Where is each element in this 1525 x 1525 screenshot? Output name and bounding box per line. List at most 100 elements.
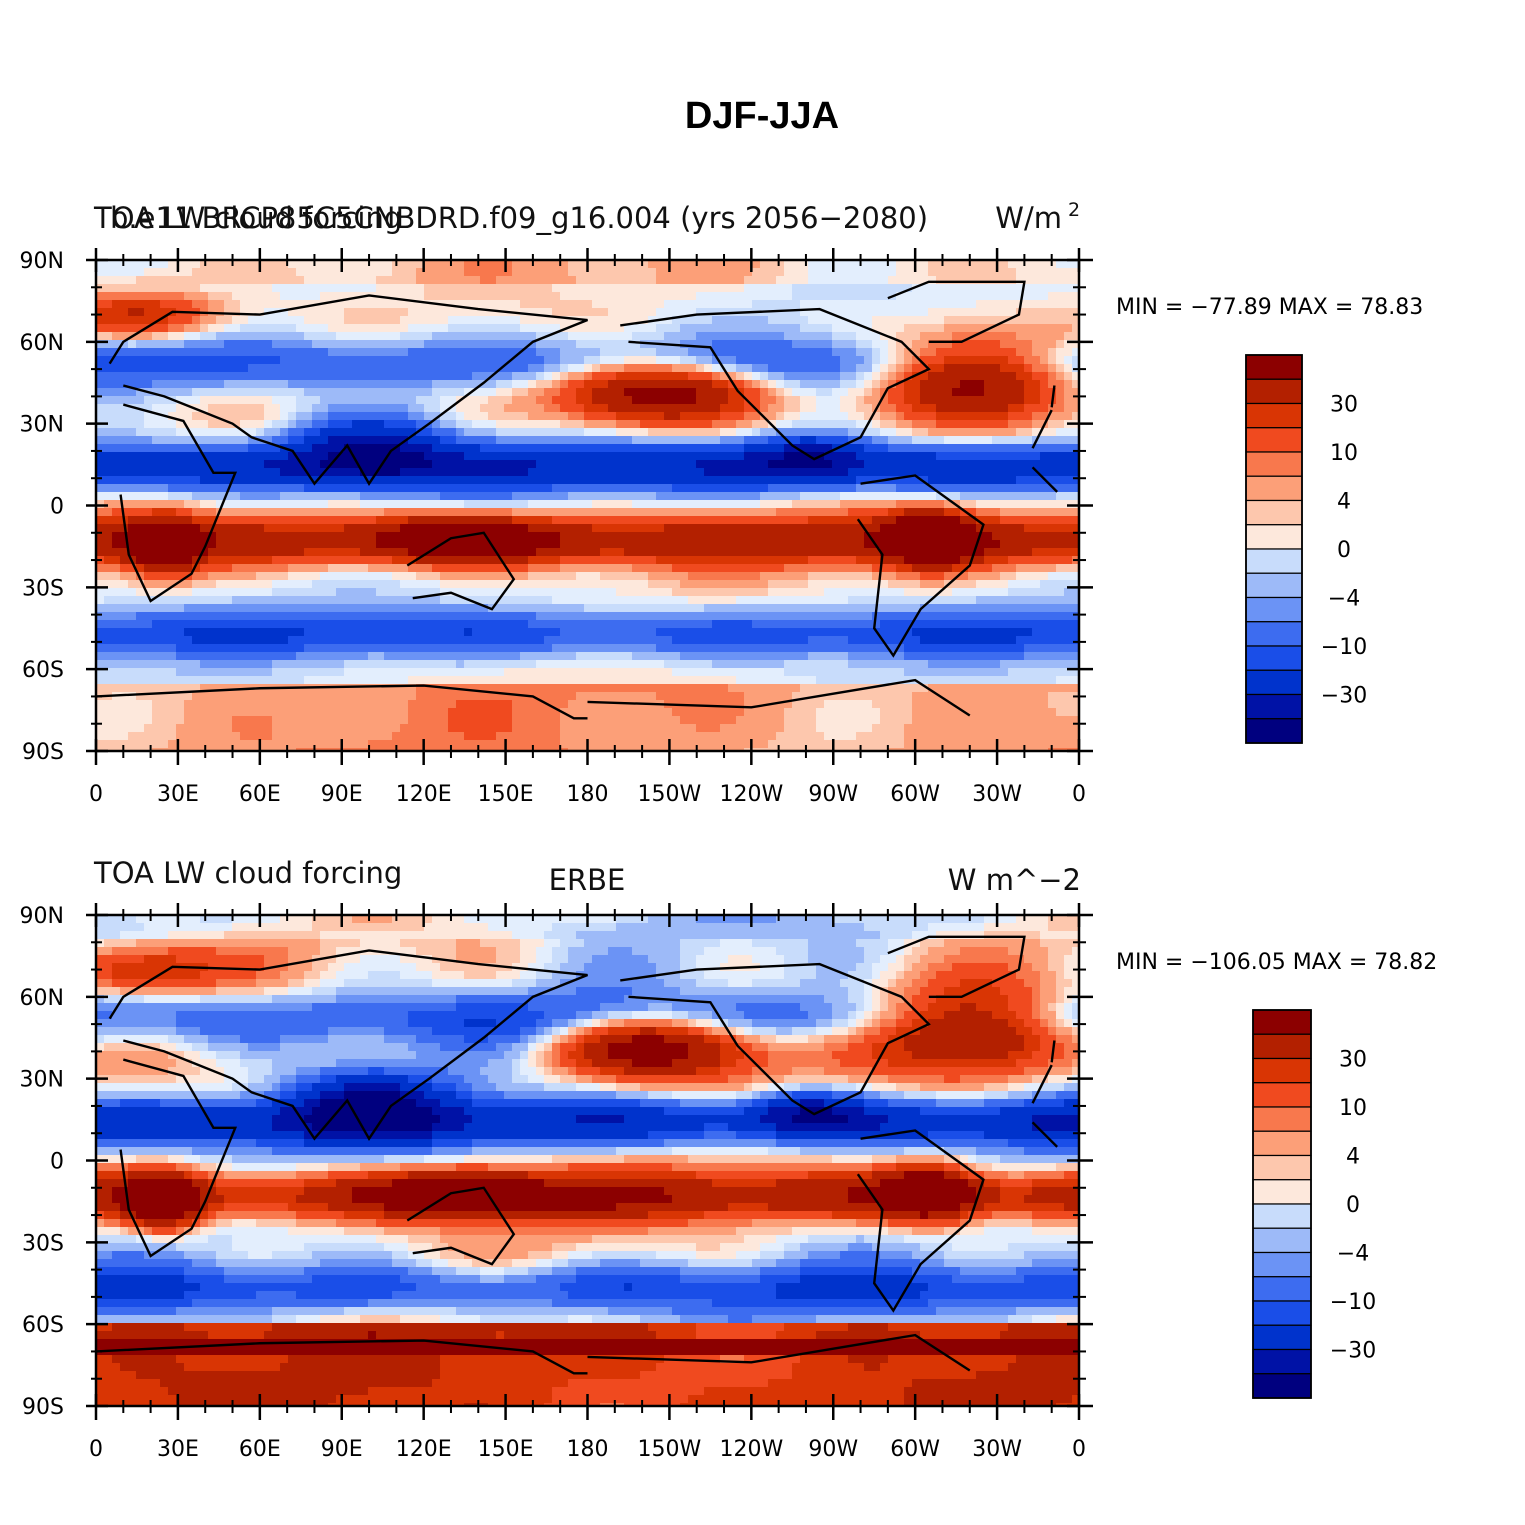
field-cell — [304, 500, 313, 509]
field-cell — [512, 340, 521, 349]
field-cell — [160, 348, 169, 357]
field-cell — [336, 500, 345, 509]
field-cell — [792, 428, 801, 437]
field-cell — [616, 476, 625, 485]
panel-model: TOA LW cloud forcing b.e11.BRCP85C5CNBDR… — [20, 199, 1424, 807]
field-cell — [1072, 348, 1079, 357]
field-cell — [952, 428, 961, 437]
field-cell — [1024, 396, 1033, 405]
field-cell — [608, 332, 617, 341]
field-cell — [424, 340, 433, 349]
field-cell — [136, 332, 145, 341]
field-cell — [1040, 548, 1049, 557]
field-cell — [616, 428, 625, 437]
field-cell — [984, 428, 993, 437]
field-cell — [600, 396, 609, 405]
field-cell — [808, 300, 817, 309]
field-cell — [168, 452, 177, 461]
field-cell — [224, 580, 233, 589]
field-cell — [648, 516, 657, 525]
field-cell — [480, 428, 489, 437]
field-cell — [816, 468, 825, 477]
field-cell — [720, 468, 729, 477]
field-cell — [792, 572, 801, 581]
field-cell — [288, 404, 297, 413]
field-cell — [1064, 372, 1073, 381]
field-cell — [616, 548, 625, 557]
field-cell — [440, 460, 449, 469]
field-cell — [1032, 556, 1041, 565]
field-cell — [144, 436, 153, 445]
field-cell — [968, 508, 977, 517]
field-cell — [1024, 276, 1033, 285]
field-cell — [480, 324, 489, 333]
field-cell — [800, 308, 809, 317]
field-cell — [656, 260, 665, 269]
field-cell — [688, 364, 697, 373]
field-cell — [344, 292, 353, 301]
field-cell — [744, 284, 753, 293]
field-cell — [176, 404, 185, 413]
field-cell — [376, 268, 385, 277]
field-cell — [528, 556, 537, 565]
field-cell — [640, 548, 649, 557]
field-cell — [488, 292, 497, 301]
field-cell — [1040, 524, 1049, 533]
field-cell — [128, 316, 137, 325]
field-cell — [1000, 308, 1009, 317]
field-cell — [968, 468, 977, 477]
field-cell — [856, 556, 865, 565]
field-cell — [632, 324, 641, 333]
field-cell — [320, 284, 329, 293]
field-cell — [208, 508, 217, 517]
field-cell — [800, 332, 809, 341]
field-cell — [568, 524, 577, 533]
field-cell — [776, 292, 785, 301]
field-cell — [768, 260, 777, 269]
field-cell — [392, 292, 401, 301]
field-cell — [992, 340, 1001, 349]
field-cell — [952, 460, 961, 469]
field-cell — [632, 556, 641, 565]
field-cell — [240, 412, 249, 421]
field-cell — [496, 260, 505, 269]
field-cell — [600, 348, 609, 357]
field-cell — [152, 484, 161, 493]
field-cell — [312, 460, 321, 469]
field-cell — [104, 412, 113, 421]
field-cell — [240, 324, 249, 333]
field-cell — [344, 500, 353, 509]
field-cell — [720, 324, 729, 333]
field-cell — [888, 380, 897, 389]
field-cell — [768, 380, 777, 389]
field-cell — [240, 532, 249, 541]
field-cell — [840, 428, 849, 437]
field-cell — [272, 332, 281, 341]
field-cell — [504, 348, 513, 357]
field-cell — [912, 396, 921, 405]
field-cell — [248, 500, 257, 509]
field-cell — [256, 396, 265, 405]
field-cell — [928, 268, 937, 277]
field-cell — [176, 484, 185, 493]
field-cell — [784, 412, 793, 421]
field-cell — [1008, 404, 1017, 413]
field-cell — [480, 508, 489, 517]
field-cell — [760, 348, 769, 357]
field-cell — [776, 300, 785, 309]
field-cell — [184, 556, 193, 565]
field-cell — [112, 404, 121, 413]
field-cell — [976, 548, 985, 557]
field-cell — [248, 428, 257, 437]
field-cell — [296, 516, 305, 525]
field-cell — [912, 364, 921, 373]
field-cell — [824, 444, 833, 453]
field-cell — [1048, 292, 1057, 301]
field-cell — [392, 428, 401, 437]
field-cell — [136, 508, 145, 517]
field-cell — [208, 532, 217, 541]
field-cell — [368, 260, 377, 269]
field-cell — [808, 524, 817, 533]
field-cell — [984, 404, 993, 413]
